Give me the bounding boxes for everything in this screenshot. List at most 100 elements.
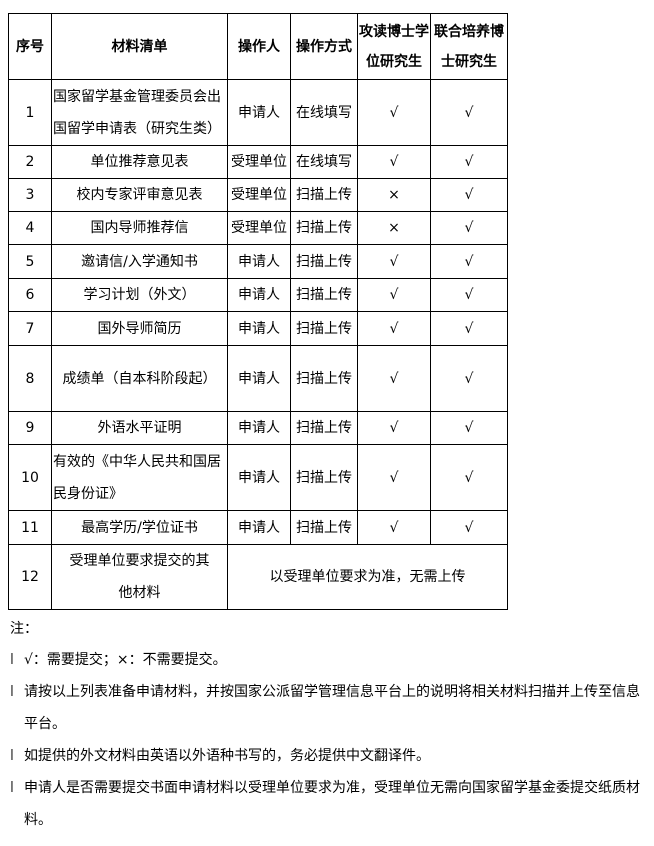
row-phd: √ (357, 244, 431, 279)
row-method: 扫描上传 (290, 244, 358, 279)
row-material: 单位推荐意见表 (51, 145, 228, 179)
row-method: 扫描上传 (290, 211, 358, 245)
row-no: 10 (8, 444, 52, 511)
note-text: 请按以上列表准备申请材料，并按国家公派留学管理信息平台上的说明将相关材料扫描并上… (24, 684, 640, 732)
row-material: 国内导师推荐信 (51, 211, 228, 245)
note-item: l 请按以上列表准备申请材料，并按国家公派留学管理信息平台上的说明将相关材料扫描并… (10, 676, 650, 740)
row-phd: × (357, 178, 431, 212)
row-method: 扫描上传 (290, 178, 358, 212)
header-operator: 操作人 (227, 13, 291, 80)
row-no: 6 (8, 278, 52, 312)
header-row: 序号 材料清单 操作人 操作方式 攻读博士学位研究生 联合培养博士研究生 (8, 13, 508, 80)
row-no: 9 (8, 411, 52, 445)
row-no: 5 (8, 244, 52, 279)
header-phd: 攻读博士学位研究生 (357, 13, 431, 80)
row-no: 3 (8, 178, 52, 212)
row-joint: √ (430, 211, 508, 245)
notes: 注： l √：需要提交；×：不需要提交。 l 请按以上列表准备申请材料，并按国家公派留… (10, 614, 650, 836)
note-item: l 如提供的外文材料由英语以外语种书写的，务必提供中文翻译件。 (10, 740, 650, 772)
row-method: 扫描上传 (290, 444, 358, 511)
row-operator: 申请人 (227, 311, 291, 346)
note-item: l √：需要提交；×：不需要提交。 (10, 644, 650, 676)
row-no: 1 (8, 79, 52, 146)
row-method: 扫描上传 (290, 311, 358, 346)
table-row: 11 最高学历/学位证书 申请人 扫描上传 √ √ (8, 510, 508, 545)
row-joint: √ (430, 345, 508, 412)
row-method: 扫描上传 (290, 278, 358, 312)
row-material-text: 受理单位要求提交的其他材料 (69, 553, 210, 601)
row-method: 扫描上传 (290, 345, 358, 412)
row-material: 有效的《中华人民共和国居民身份证》 (51, 444, 228, 511)
row-material: 成绩单（自本科阶段起） (51, 345, 228, 412)
row-no: 7 (8, 311, 52, 346)
row-phd: √ (357, 510, 431, 545)
row-phd: √ (357, 278, 431, 312)
table-row: 9 外语水平证明 申请人 扫描上传 √ √ (8, 411, 508, 445)
row-joint: √ (430, 79, 508, 146)
table-row: 12 受理单位要求提交的其他材料 以受理单位要求为准，无需上传 (8, 544, 508, 610)
row-method: 扫描上传 (290, 411, 358, 445)
bullet-icon: l (10, 780, 14, 796)
row-no: 8 (8, 345, 52, 412)
row-joint: √ (430, 178, 508, 212)
header-method: 操作方式 (290, 13, 358, 80)
row-phd: √ (357, 345, 431, 412)
materials-table: 序号 材料清单 操作人 操作方式 攻读博士学位研究生 联合培养博士研究生 1 国家… (8, 13, 508, 610)
row-joint: √ (430, 510, 508, 545)
bullet-icon: l (10, 652, 14, 668)
row-no: 2 (8, 145, 52, 179)
row-material: 国外导师简历 (51, 311, 228, 346)
table-row: 6 学习计划（外文） 申请人 扫描上传 √ √ (8, 278, 508, 312)
row-phd: √ (357, 145, 431, 179)
table-row: 8 成绩单（自本科阶段起） 申请人 扫描上传 √ √ (8, 345, 508, 412)
table-row: 4 国内导师推荐信 受理单位 扫描上传 × √ (8, 211, 508, 245)
row-joint: √ (430, 278, 508, 312)
table-row: 7 国外导师简历 申请人 扫描上传 √ √ (8, 311, 508, 346)
row-material: 国家留学基金管理委员会出国留学申请表（研究生类） (51, 79, 228, 146)
row-joint: √ (430, 244, 508, 279)
row-joint: √ (430, 444, 508, 511)
row-operator: 受理单位 (227, 145, 291, 179)
bullet-icon: l (10, 748, 14, 764)
row-material: 最高学历/学位证书 (51, 510, 228, 545)
bullet-icon: l (10, 684, 14, 700)
row-no: 4 (8, 211, 52, 245)
row-material: 校内专家评审意见表 (51, 178, 228, 212)
row-material: 学习计划（外文） (51, 278, 228, 312)
table-row: 5 邀请信/入学通知书 申请人 扫描上传 √ √ (8, 244, 508, 279)
row-operator: 受理单位 (227, 211, 291, 245)
row-joint: √ (430, 311, 508, 346)
row-material: 邀请信/入学通知书 (51, 244, 228, 279)
header-material: 材料清单 (51, 13, 228, 80)
table-row: 1 国家留学基金管理委员会出国留学申请表（研究生类） 申请人 在线填写 √ √ (8, 79, 508, 146)
row-merged-note: 以受理单位要求为准，无需上传 (227, 544, 508, 610)
row-operator: 申请人 (227, 510, 291, 545)
note-text: 如提供的外文材料由英语以外语种书写的，务必提供中文翻译件。 (24, 748, 430, 764)
row-phd: × (357, 211, 431, 245)
row-joint: √ (430, 411, 508, 445)
note-item: l 申请人是否需要提交书面申请材料以受理单位要求为准，受理单位无需向国家留学基金委… (10, 772, 650, 836)
row-operator: 申请人 (227, 411, 291, 445)
table-row: 3 校内专家评审意见表 受理单位 扫描上传 × √ (8, 178, 508, 212)
row-no: 12 (8, 544, 52, 610)
row-phd: √ (357, 411, 431, 445)
header-no: 序号 (8, 13, 52, 80)
row-operator: 受理单位 (227, 178, 291, 212)
table-row: 10 有效的《中华人民共和国居民身份证》 申请人 扫描上传 √ √ (8, 444, 508, 511)
notes-title: 注： (10, 621, 38, 637)
row-operator: 申请人 (227, 444, 291, 511)
row-joint: √ (430, 145, 508, 179)
row-method: 扫描上传 (290, 510, 358, 545)
row-operator: 申请人 (227, 79, 291, 146)
row-method: 在线填写 (290, 145, 358, 179)
note-text: 申请人是否需要提交书面申请材料以受理单位要求为准，受理单位无需向国家留学基金委提… (24, 780, 640, 828)
row-phd: √ (357, 311, 431, 346)
row-operator: 申请人 (227, 278, 291, 312)
row-phd: √ (357, 79, 431, 146)
row-method: 在线填写 (290, 79, 358, 146)
row-operator: 申请人 (227, 345, 291, 412)
row-phd: √ (357, 444, 431, 511)
row-material: 受理单位要求提交的其他材料 (51, 544, 228, 610)
table-row: 2 单位推荐意见表 受理单位 在线填写 √ √ (8, 145, 508, 179)
row-no: 11 (8, 510, 52, 545)
